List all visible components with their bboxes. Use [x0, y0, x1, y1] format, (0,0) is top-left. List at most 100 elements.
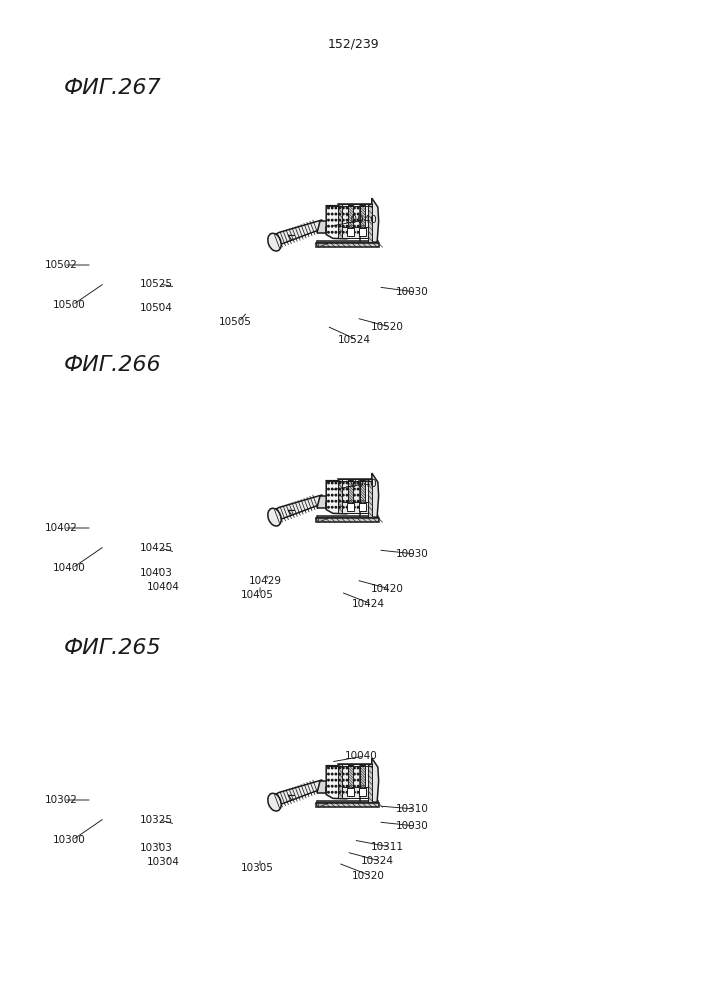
Text: 10030: 10030: [396, 287, 428, 297]
Circle shape: [346, 213, 348, 215]
Circle shape: [335, 232, 337, 233]
Polygon shape: [319, 803, 328, 807]
Circle shape: [332, 219, 333, 221]
Circle shape: [350, 225, 351, 227]
Circle shape: [328, 773, 329, 775]
Bar: [347, 788, 354, 796]
Ellipse shape: [268, 793, 281, 811]
Circle shape: [343, 482, 344, 484]
Circle shape: [332, 488, 333, 490]
Circle shape: [335, 207, 337, 209]
Circle shape: [343, 507, 344, 508]
Circle shape: [350, 507, 351, 508]
Text: 10302: 10302: [45, 795, 77, 805]
Bar: [339, 204, 342, 238]
Circle shape: [339, 232, 340, 233]
Circle shape: [346, 767, 348, 769]
Text: 10040: 10040: [345, 215, 378, 225]
Circle shape: [335, 507, 337, 508]
Circle shape: [335, 779, 337, 781]
Circle shape: [350, 219, 351, 221]
Text: 10405: 10405: [240, 590, 273, 600]
Circle shape: [339, 779, 340, 781]
Circle shape: [357, 792, 359, 793]
Circle shape: [354, 773, 355, 775]
Circle shape: [332, 207, 333, 209]
Bar: [361, 205, 366, 227]
Circle shape: [339, 225, 340, 227]
Circle shape: [328, 785, 329, 787]
Polygon shape: [361, 500, 365, 503]
Circle shape: [350, 213, 351, 215]
Circle shape: [332, 213, 333, 215]
Circle shape: [328, 767, 329, 769]
Circle shape: [346, 500, 348, 502]
Circle shape: [332, 507, 333, 508]
Circle shape: [328, 494, 329, 496]
Circle shape: [357, 482, 359, 484]
Circle shape: [354, 488, 355, 490]
Circle shape: [357, 219, 359, 221]
Circle shape: [354, 207, 355, 209]
Circle shape: [335, 785, 337, 787]
Polygon shape: [372, 198, 379, 242]
Circle shape: [357, 488, 359, 490]
Circle shape: [346, 488, 348, 490]
Circle shape: [339, 213, 340, 215]
Circle shape: [328, 792, 329, 793]
Polygon shape: [326, 206, 360, 239]
Circle shape: [357, 773, 359, 775]
Bar: [349, 480, 353, 502]
Circle shape: [328, 213, 329, 215]
Circle shape: [350, 792, 351, 793]
Circle shape: [335, 225, 337, 227]
Circle shape: [346, 494, 348, 496]
Circle shape: [328, 500, 329, 502]
Circle shape: [335, 792, 337, 793]
Text: 10310: 10310: [396, 804, 428, 814]
Circle shape: [354, 779, 355, 781]
Circle shape: [354, 213, 355, 215]
Circle shape: [357, 785, 359, 787]
Text: 10424: 10424: [352, 599, 385, 609]
Polygon shape: [317, 221, 339, 233]
Polygon shape: [317, 496, 339, 508]
Circle shape: [332, 773, 333, 775]
Bar: [317, 241, 378, 243]
Bar: [342, 787, 368, 798]
Text: 10305: 10305: [240, 863, 273, 873]
Circle shape: [350, 207, 351, 209]
Circle shape: [357, 500, 359, 502]
Circle shape: [350, 232, 351, 233]
Text: 10300: 10300: [53, 835, 86, 845]
Circle shape: [343, 219, 344, 221]
Circle shape: [343, 225, 344, 227]
Polygon shape: [317, 781, 339, 793]
Text: 10030: 10030: [396, 821, 428, 831]
Circle shape: [354, 482, 355, 484]
Circle shape: [335, 494, 337, 496]
Polygon shape: [361, 785, 365, 788]
Ellipse shape: [268, 508, 281, 526]
Text: 10040: 10040: [345, 479, 378, 489]
Text: 10325: 10325: [140, 815, 173, 825]
Circle shape: [339, 792, 340, 793]
Circle shape: [350, 482, 351, 484]
Circle shape: [339, 767, 340, 769]
Bar: [359, 228, 366, 236]
Polygon shape: [361, 225, 365, 228]
Circle shape: [346, 482, 348, 484]
Circle shape: [343, 500, 344, 502]
Circle shape: [332, 767, 333, 769]
Circle shape: [350, 785, 351, 787]
Circle shape: [328, 488, 329, 490]
Circle shape: [346, 773, 348, 775]
Polygon shape: [349, 500, 353, 503]
Circle shape: [339, 500, 340, 502]
Circle shape: [346, 779, 348, 781]
Circle shape: [346, 225, 348, 227]
Circle shape: [332, 500, 333, 502]
Circle shape: [332, 232, 333, 233]
Text: 10504: 10504: [140, 303, 173, 313]
Text: 10520: 10520: [370, 322, 403, 332]
